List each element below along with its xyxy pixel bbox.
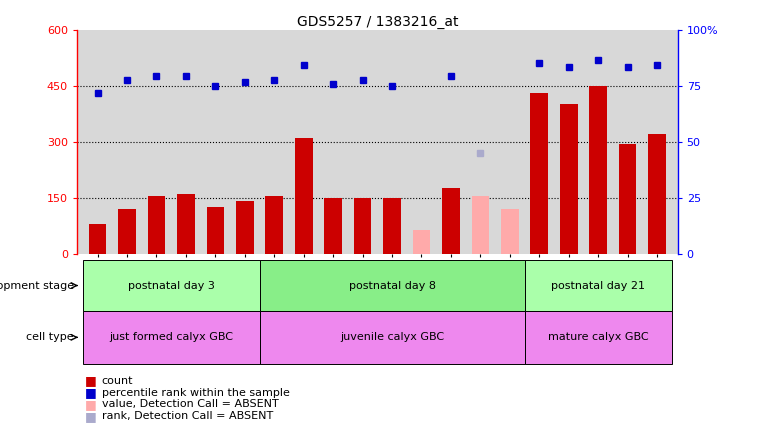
Bar: [206, 207, 224, 254]
Bar: [524, 260, 671, 311]
Bar: [148, 196, 166, 254]
Bar: [266, 196, 283, 254]
Text: cell type: cell type: [26, 332, 74, 342]
Text: just formed calyx GBC: just formed calyx GBC: [109, 332, 233, 342]
Bar: [259, 260, 524, 311]
Bar: [471, 196, 489, 254]
Text: ■: ■: [85, 398, 96, 411]
Text: development stage: development stage: [0, 280, 74, 291]
Bar: [648, 134, 666, 254]
Bar: [524, 311, 671, 364]
Bar: [83, 311, 259, 364]
Bar: [89, 224, 106, 254]
Bar: [177, 194, 195, 254]
Text: ■: ■: [85, 410, 96, 423]
Text: postnatal day 8: postnatal day 8: [349, 280, 436, 291]
Title: GDS5257 / 1383216_at: GDS5257 / 1383216_at: [296, 14, 458, 29]
Bar: [383, 198, 401, 254]
Text: ■: ■: [85, 374, 96, 387]
Text: postnatal day 21: postnatal day 21: [551, 280, 645, 291]
Bar: [589, 85, 607, 254]
Bar: [501, 209, 519, 254]
Bar: [442, 188, 460, 254]
Bar: [531, 93, 548, 254]
Bar: [353, 198, 371, 254]
Bar: [619, 143, 636, 254]
Bar: [295, 138, 313, 254]
Text: rank, Detection Call = ABSENT: rank, Detection Call = ABSENT: [102, 411, 273, 421]
Bar: [83, 260, 259, 311]
Bar: [259, 311, 524, 364]
Text: ■: ■: [85, 386, 96, 399]
Bar: [119, 209, 136, 254]
Text: juvenile calyx GBC: juvenile calyx GBC: [340, 332, 444, 342]
Text: mature calyx GBC: mature calyx GBC: [547, 332, 648, 342]
Bar: [236, 201, 253, 254]
Text: postnatal day 3: postnatal day 3: [128, 280, 215, 291]
Text: percentile rank within the sample: percentile rank within the sample: [102, 387, 290, 398]
Bar: [413, 230, 430, 254]
Bar: [560, 104, 578, 254]
Text: value, Detection Call = ABSENT: value, Detection Call = ABSENT: [102, 399, 279, 409]
Bar: [324, 198, 342, 254]
Text: count: count: [102, 376, 133, 386]
